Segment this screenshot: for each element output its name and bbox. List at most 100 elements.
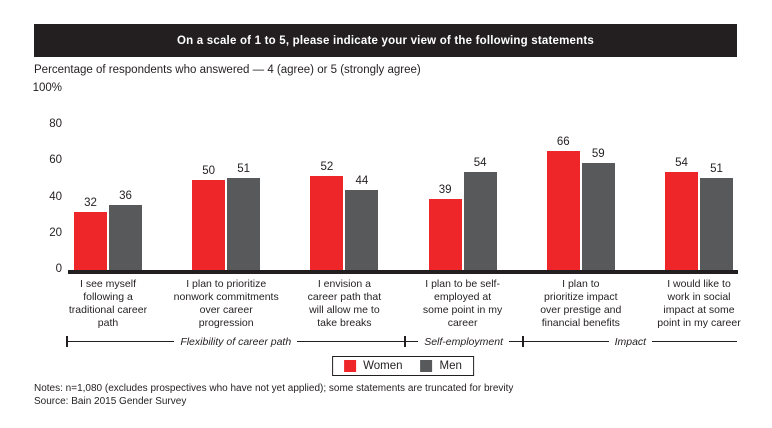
bracket-line (652, 340, 737, 343)
legend-swatch-men (420, 360, 433, 372)
legend-label: Men (439, 360, 462, 372)
category-label-line: career (447, 317, 478, 329)
category-label-line: over prestige and (540, 304, 622, 316)
category-label-line: work in social (667, 291, 731, 303)
group-bracket: Impact (521, 335, 737, 348)
y-axis-tick-label: 0 (55, 263, 62, 275)
bracket-tick (66, 336, 68, 347)
y-axis-tick-label: 100% (32, 82, 62, 94)
category-label-line: traditional career (68, 304, 148, 316)
category-label-line: I plan to prioritize (186, 278, 267, 290)
bar-men (463, 172, 497, 270)
category-label: I plan to prioritize impact over prestige … (519, 278, 643, 330)
group-bracket: Flexibility of career path (66, 335, 404, 348)
legend-item-men: Men (420, 360, 462, 372)
bar-with-label: 50 (192, 164, 226, 270)
category-label-line: I would like to (667, 278, 731, 290)
bar-men (581, 163, 615, 270)
chart-title: On a scale of 1 to 5, please indicate yo… (177, 34, 594, 47)
source-text: Source: Bain 2015 Gender Survey (34, 396, 187, 407)
category-label-line: path (97, 317, 119, 329)
bar-value-label: 59 (591, 148, 605, 161)
bar-group: 39 54 (404, 89, 522, 270)
category-label-line: I envision a (317, 278, 371, 290)
category-label-line: take breaks (317, 317, 372, 329)
bar-value-label: 66 (556, 135, 570, 148)
bar-with-label: 51 (700, 163, 733, 270)
bar-women (428, 199, 462, 270)
category-label-line: career path that (307, 291, 382, 303)
bar-value-label: 52 (320, 160, 334, 173)
category-label-line: some point in my (422, 304, 503, 316)
bar-group: 54 51 (640, 89, 758, 270)
bar-with-label: 39 (428, 184, 462, 270)
y-axis-tick-label: 60 (49, 154, 62, 167)
bracket-line (523, 340, 609, 343)
bar-group: 66 59 (522, 89, 640, 270)
category-label: I see myself following a traditional caree… (46, 278, 170, 330)
legend-swatch-women (344, 360, 357, 372)
bar-value-label: 51 (710, 162, 723, 175)
bracket-line (68, 340, 175, 343)
bar-women (665, 172, 698, 270)
category-label-line: impact at some (663, 304, 735, 316)
chart-subtitle: Percentage of respondents who answered —… (34, 64, 421, 76)
category-label-line: progression (198, 317, 254, 329)
bar-with-label: 59 (581, 148, 615, 270)
category-label-line: following a (83, 291, 133, 303)
bar-with-label: 52 (310, 160, 344, 270)
bracket-tick (403, 336, 406, 347)
bar-group: 52 44 (285, 89, 403, 270)
bracket-tick (521, 336, 524, 347)
category-label: I plan to prioritize nonwork commitments o… (164, 278, 288, 330)
bracket-line (405, 340, 419, 343)
category-label-line: I see myself (79, 278, 137, 290)
bar-with-label: 54 (665, 157, 698, 270)
bar-men (700, 177, 733, 270)
bracket-line (297, 340, 404, 343)
category-label-line: point in my career (657, 317, 741, 329)
bar-men (109, 204, 142, 270)
bar-women (192, 179, 226, 270)
bar-with-label: 51 (227, 162, 261, 270)
bar-with-label: 44 (345, 175, 379, 270)
category-label-line: prioritize impact (544, 291, 618, 303)
bar-with-label: 54 (463, 157, 497, 270)
category-label: I would like to work in social impact at s… (637, 278, 761, 330)
bar-group: 32 36 (49, 89, 167, 270)
bar-women (310, 175, 344, 270)
group-bracket: Self-employment (403, 335, 522, 348)
bar-value-label: 44 (355, 175, 369, 188)
bar-value-label: 51 (237, 162, 251, 175)
legend-label: Women (363, 360, 403, 372)
bar-men (345, 190, 379, 270)
category-label-line: nonwork commitments (173, 291, 279, 303)
bar-value-label: 36 (119, 189, 132, 202)
category-label-line: financial benefits (541, 317, 620, 329)
bar-men (227, 177, 261, 270)
group-bracket-label: Flexibility of career path (180, 335, 292, 348)
y-axis-tick-label: 80 (49, 118, 62, 131)
category-label-line: will allow me to (309, 304, 380, 316)
category-label-line: employed at (433, 291, 492, 303)
category-label-line: over career (199, 304, 253, 316)
bar-with-label: 36 (109, 190, 142, 270)
notes-text: Notes: n=1,080 (excludes prospectives wh… (34, 383, 514, 394)
x-axis-line (68, 270, 738, 274)
legend-item-women: Women (344, 360, 403, 372)
bar-with-label: 32 (74, 197, 107, 270)
y-axis-tick-label: 20 (49, 226, 62, 239)
bar-value-label: 54 (473, 157, 487, 170)
category-label: I envision a career path that will allow m… (282, 278, 406, 330)
legend: Women Men (332, 356, 474, 376)
category-label: I plan to be self-employed at some point … (401, 278, 525, 330)
bracket-line (508, 340, 522, 343)
group-bracket-label: Self-employment (424, 335, 503, 348)
bar-women (74, 212, 107, 270)
bar-with-label: 66 (546, 135, 580, 270)
bar-value-label: 39 (438, 184, 452, 197)
y-axis-tick-label: 40 (49, 190, 62, 203)
bar-value-label: 50 (202, 164, 216, 177)
bar-women (546, 150, 580, 270)
bar-group: 50 51 (167, 89, 285, 270)
